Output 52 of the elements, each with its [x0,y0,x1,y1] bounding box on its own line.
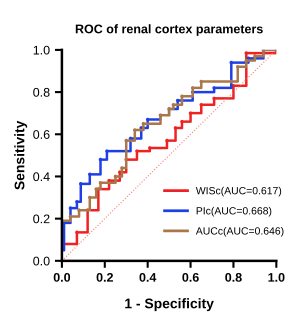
point [114,174,118,178]
point [172,102,176,107]
point [146,118,150,122]
chart-title: ROC of renal cortex parameters [76,24,263,36]
point [142,122,146,126]
x-axis-title: 1 - Specificity [125,298,214,312]
point [105,149,109,153]
y-tick-label: 0.0 [33,256,50,266]
point [77,208,81,212]
point [75,200,79,204]
point [229,60,234,64]
y-tick-label: 0.2 [33,214,50,224]
point [88,172,92,176]
point [68,206,72,210]
x-tick-label: 0.6 [182,272,199,282]
point [120,166,124,170]
x-tick-label: 0.4 [139,272,156,282]
point [75,230,79,234]
point [176,98,180,102]
legend-label: AUCc(AUC=0.646) [196,226,284,237]
x-tick-label: 1.0 [268,272,285,282]
point [244,51,248,55]
point [135,149,139,153]
point [124,138,128,142]
point [88,196,92,200]
y-tick-label: 0.6 [33,130,50,139]
point [133,128,137,132]
point [212,86,216,90]
x-tick-label: 0.8 [225,272,242,282]
point [174,126,178,130]
y-tick-label: 0.4 [33,172,50,182]
point [180,120,184,124]
point [148,146,152,150]
x-tick-label: 0.0 [54,272,70,282]
y-tick-label: 1.0 [34,46,50,55]
point [68,214,72,218]
y-axis-title: Sensitivity [14,120,28,190]
point [98,180,102,185]
point [229,80,234,84]
point [190,86,195,90]
x-tick-label: 0.2 [96,272,113,282]
point [180,94,184,98]
point [188,111,192,115]
legend-label: WISc(AUC=0.617) [196,186,282,196]
point [165,138,169,142]
point [78,182,83,186]
y-tick-label: 0.8 [33,88,50,97]
point [253,54,257,58]
legend-label: PIc(AUC=0.668) [196,206,272,217]
point [98,158,102,162]
point [199,80,204,84]
point [212,96,216,100]
